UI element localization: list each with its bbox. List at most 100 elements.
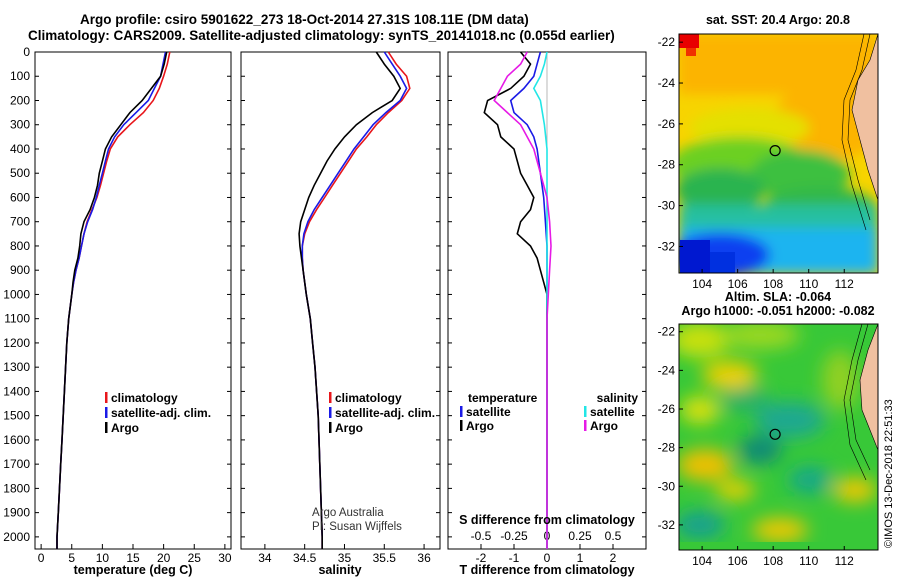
legend-salinity-argo-label: Argo: [590, 419, 618, 433]
x-tick-label: 15: [126, 551, 140, 565]
map-y-tick-label: -24: [658, 363, 676, 377]
legend-salinity-satellite-swatch: [584, 406, 587, 417]
map-x-tick-label: 112: [835, 277, 854, 291]
legend-temperature-satellite-label: satellite: [466, 405, 511, 419]
legend-satellite-adj-clim--label: satellite-adj. clim.: [335, 406, 435, 420]
depth-tick-label: 1100: [4, 312, 30, 326]
x-tick-label: 0: [544, 551, 551, 565]
depth-tick-label: 1700: [3, 457, 30, 471]
x-tick-label: 30: [218, 551, 232, 565]
sst-map-axes: 104 106 108 110 112 -22 -24 -26 -28 -30 -32: [658, 35, 854, 291]
sst-map-frame: [678, 33, 879, 274]
map-x-tick-label: 110: [799, 554, 818, 568]
depth-tick-label: 1300: [3, 360, 30, 374]
sla-map-title-line2: Argo h1000: -0.051 h2000: -0.082: [681, 304, 874, 318]
map-x-tick-label: 104: [692, 554, 712, 568]
x-tick-label: 34: [258, 551, 272, 565]
map-x-tick-label: 108: [763, 277, 783, 291]
depth-tick-label: 600: [10, 190, 30, 204]
s-tick-label: -0.25: [500, 529, 528, 543]
temperature-xlabel: temperature (deg C): [74, 563, 193, 577]
x-tick-label: 2: [610, 551, 617, 565]
argo-line: [56, 51, 168, 549]
difference-plot: -2 -1 0 1 2-0.5 -0.25 0 0.25 0.5temperaturesatel…: [448, 51, 646, 565]
legend-climatology-swatch: [105, 392, 108, 403]
annotation-line2: PI: Susan Wijffels: [312, 521, 402, 533]
s-difference-label: S difference from climatology: [459, 513, 635, 527]
satellite-adj-clim--line: [56, 51, 167, 549]
legend-temperature-satellite-swatch: [460, 406, 463, 417]
legend-argo-swatch: [105, 422, 108, 433]
depth-tick-label: 100: [10, 69, 30, 83]
s-tick-label: 0.25: [568, 529, 592, 543]
map-y-tick-label: -26: [658, 117, 676, 131]
map-y-tick-label: -30: [658, 479, 676, 493]
sla-map-axes: 104 106 108 110 112 -22 -24 -26 -28 -30 -32: [658, 325, 854, 568]
x-tick-label: 0: [38, 551, 45, 565]
x-tick-label: 34.5: [293, 551, 317, 565]
map-y-tick-label: -32: [658, 239, 676, 253]
legend-satellite-adj-clim--swatch: [329, 407, 332, 418]
sst-profile-location-marker: [769, 145, 781, 157]
difference-xlabel: T difference from climatology: [459, 563, 634, 577]
legend-argo-label: Argo: [335, 421, 363, 435]
depth-tick-label: 2000: [3, 530, 30, 544]
depth-tick-label: 200: [10, 93, 30, 107]
map-x-tick-label: 106: [728, 554, 748, 568]
salinity-plot: 34 34.5 35 35.5 36 climatologysatellite-adj. …: [241, 51, 440, 565]
x-tick-label: 25: [188, 551, 202, 565]
legend-temperature-title: temperature: [468, 391, 538, 405]
depth-tick-label: 1600: [3, 433, 30, 447]
sst-map-title: sat. SST: 20.4 Argo: 20.8: [706, 13, 850, 27]
map-y-tick-label: -32: [658, 518, 676, 532]
legend-satellite-adj-clim--swatch: [105, 407, 108, 418]
legend-satellite-adj-clim--label: satellite-adj. clim.: [111, 406, 211, 420]
legend-temperature-argo-swatch: [460, 420, 463, 431]
sla-map-title-line1: Altim. SLA: -0.064: [725, 290, 831, 304]
salinity-satellite-line: [532, 51, 548, 549]
depth-tick-label: 1800: [3, 481, 30, 495]
legend-climatology-label: climatology: [111, 391, 178, 405]
map-y-tick-label: -24: [658, 76, 676, 90]
map-x-tick-label: 112: [835, 554, 854, 568]
salinity-plot-frame: [240, 51, 441, 550]
legend-salinity-argo-swatch: [584, 420, 587, 431]
argo-line: [298, 51, 402, 549]
x-tick-label: 20: [157, 551, 171, 565]
map-y-tick-label: -28: [658, 158, 676, 172]
depth-tick-label: 700: [10, 215, 30, 229]
legend-temperature-argo-label: Argo: [466, 419, 494, 433]
sla-map-frame: [678, 323, 879, 551]
climatology-line: [301, 51, 411, 549]
depth-tick-label: 900: [10, 263, 30, 277]
depth-tick-label: 500: [10, 166, 30, 180]
map-y-tick-label: -26: [658, 402, 676, 416]
x-tick-label: -2: [476, 551, 487, 565]
credit-text: ©IMOS 13-Dec-2018 22:51:33: [883, 399, 895, 548]
legend-climatology-swatch: [329, 392, 332, 403]
s-tick-label: -0.5: [471, 529, 492, 543]
x-tick-label: 5: [68, 551, 75, 565]
legend-salinity-satellite-label: satellite: [590, 405, 635, 419]
depth-tick-label: 1000: [3, 287, 30, 301]
temperature-plot-frame: [34, 51, 232, 550]
depth-tick-label: 1900: [3, 506, 30, 520]
map-x-tick-label: 106: [728, 277, 748, 291]
sla-profile-location-marker: [769, 428, 781, 440]
depth-axis: 0 100 200 300 400 500 600 700 800 900 1000 1100 1200…: [3, 45, 30, 544]
salinity-argo-line: [493, 51, 552, 549]
annotation-line1: Argo Australia: [312, 507, 384, 519]
depth-tick-label: 0: [23, 45, 30, 59]
x-tick-label: 36: [417, 551, 431, 565]
x-tick-label: 10: [96, 551, 110, 565]
map-x-tick-label: 108: [763, 554, 783, 568]
s-tick-label: 0.5: [605, 529, 622, 543]
map-y-tick-label: -22: [658, 35, 676, 49]
climatology-line: [56, 51, 171, 549]
map-x-tick-label: 110: [799, 277, 818, 291]
depth-tick-label: 1200: [3, 336, 30, 350]
title-line1: Argo profile: csiro 5901622_273 18-Oct-2…: [80, 12, 529, 27]
map-y-tick-label: -28: [658, 441, 676, 455]
